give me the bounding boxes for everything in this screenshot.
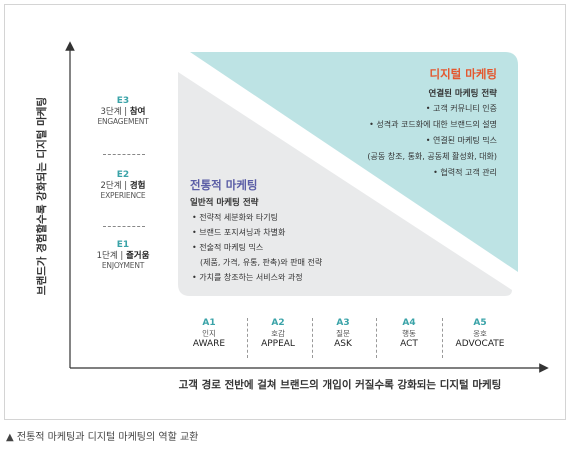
stage-divider (247, 318, 248, 358)
traditional-item: • 전략적 세분화와 타기팅 (192, 213, 278, 222)
digital-item: • 연결된 마케팅 믹스 (425, 136, 497, 145)
digital-marketing-panel (190, 52, 518, 272)
stage-english: AWARE (192, 338, 226, 349)
digital-item: • 성격과 코드화에 대한 브랜드의 설명 (369, 120, 497, 129)
stage-english: ENGAGEMENT (97, 116, 149, 126)
figure-caption: ▲ 전통적 마케팅과 디지털 마케팅의 역할 교환 (6, 432, 199, 443)
traditional-item: (제품, 가격, 유통, 판촉)와 판매 전략 (200, 258, 323, 267)
stage-name: 1단계 | 즐거움 (96, 250, 150, 261)
stage-english: ENJOYMENT (101, 260, 145, 270)
digital-subtitle: 연결된 마케팅 전략 (428, 89, 497, 99)
a-stage-a3: A3 질문 ASK (308, 318, 378, 350)
digital-item: (공동 창조, 통화, 공동체 활성화, 대화) (367, 152, 497, 161)
stage-divider (103, 154, 145, 155)
stage-divider (376, 318, 377, 358)
traditional-subtitle: 일반적 마케팅 전략 (190, 198, 259, 208)
stage-divider (312, 318, 313, 358)
stage-code: A3 (336, 318, 350, 328)
stage-korean: 질문 (336, 329, 350, 339)
a-stage-a4: A4 행동 ACT (374, 318, 444, 350)
traditional-item: • 가치를 창조하는 서비스와 과정 (192, 273, 303, 282)
stage-english: ASK (334, 338, 352, 349)
stage-code: E1 (116, 240, 130, 250)
digital-item: • 협력적 고객 관리 (433, 168, 497, 177)
stage-english: ACT (400, 338, 418, 349)
stage-code: E2 (116, 170, 130, 180)
a-stage-a2: A2 호감 APPEAL (243, 318, 313, 350)
a-stage-a5: A5 옹호 ADVOCATE (445, 318, 515, 350)
digital-item: • 고객 커뮤니티 인증 (425, 104, 497, 113)
stage-name: 3단계 | 참여 (100, 106, 146, 117)
x-axis-label: 고객 경로 전반에 걸쳐 브랜드의 개입이 커질수록 강화되는 디지털 마케팅 (178, 379, 502, 391)
traditional-item: • 브랜드 포지셔닝과 차별화 (192, 228, 286, 237)
stage-korean: 인지 (202, 329, 216, 339)
stage-code: A4 (402, 318, 416, 328)
stage-code: A2 (271, 318, 285, 328)
stage-korean: 옹호 (473, 329, 487, 339)
stage-code: A1 (202, 318, 216, 328)
stage-divider (103, 226, 145, 227)
stage-korean: 행동 (402, 329, 416, 339)
stage-name: 2단계 | 경험 (100, 180, 146, 191)
traditional-marketing-panel (178, 72, 512, 296)
e-stage-e1: E1 1단계 | 즐거움 ENJOYMENT (78, 240, 168, 270)
stage-code: A5 (473, 318, 487, 328)
stage-korean: 호감 (271, 329, 285, 339)
stage-english: APPEAL (261, 338, 295, 349)
digital-title: 디지털 마케팅 (429, 67, 497, 81)
stage-english: ADVOCATE (455, 338, 505, 349)
traditional-item: • 전술적 마케팅 믹스 (192, 243, 264, 252)
y-axis-label: 브랜드가 경험할수록 강화되는 디지털 마케팅 (36, 96, 48, 296)
stage-english: EXPERIENCE (100, 190, 146, 200)
e-stage-e3: E3 3단계 | 참여 ENGAGEMENT (78, 96, 168, 126)
stage-code: E3 (116, 96, 130, 106)
stage-divider (442, 318, 443, 358)
e-stage-e2: E2 2단계 | 경험 EXPERIENCE (78, 170, 168, 200)
a-stage-a1: A1 인지 AWARE (174, 318, 244, 350)
traditional-title: 전통적 마케팅 (190, 178, 258, 192)
